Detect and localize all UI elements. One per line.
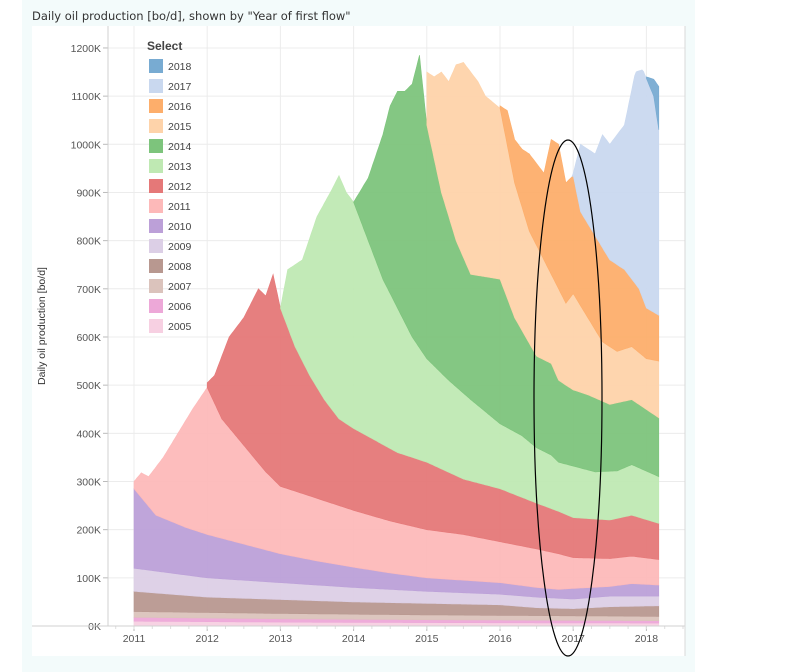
annotation-ellipse — [533, 139, 603, 657]
legend-label-2007[interactable]: 2007 — [168, 281, 192, 293]
y-tick-label: 100K — [76, 573, 101, 585]
y-tick-label: 500K — [76, 380, 101, 392]
x-tick-label: 2014 — [342, 633, 366, 645]
legend-swatch-2011[interactable] — [149, 199, 163, 213]
legend-swatch-2016[interactable] — [149, 99, 163, 113]
y-axis-label: Daily oil production [bo/d] — [36, 267, 48, 385]
area-series-2018[interactable] — [646, 76, 660, 130]
legend-swatch-2015[interactable] — [149, 119, 163, 133]
legend-swatch-2007[interactable] — [149, 279, 163, 293]
y-tick-label: 0K — [88, 621, 101, 633]
y-tick-label: 700K — [76, 284, 101, 296]
legend-label-2018[interactable]: 2018 — [168, 61, 192, 73]
legend-swatch-2008[interactable] — [149, 259, 163, 273]
legend-label-2008[interactable]: 2008 — [168, 261, 192, 273]
x-tick-label: 2018 — [635, 633, 659, 645]
legend-swatch-2013[interactable] — [149, 159, 163, 173]
legend: Select 2018 2017 2016 2015 2014 2013 2012 2011 2… — [147, 39, 192, 333]
x-tick-label: 2011 — [123, 633, 146, 645]
legend-label-2013[interactable]: 2013 — [168, 161, 192, 173]
legend-label-2014[interactable]: 2014 — [168, 141, 192, 153]
legend-label-2016[interactable]: 2016 — [168, 101, 192, 113]
x-tick-label: 2013 — [269, 633, 293, 645]
legend-swatch-2005[interactable] — [149, 319, 163, 333]
legend-swatch-2017[interactable] — [149, 79, 163, 93]
y-tick-label: 1200K — [71, 43, 101, 55]
y-tick-label: 600K — [76, 332, 101, 344]
legend-label-2017[interactable]: 2017 — [168, 81, 192, 93]
chart-title: Daily oil production [bo/d], shown by "Y… — [32, 9, 351, 23]
legend-swatch-2014[interactable] — [149, 139, 163, 153]
legend-swatch-2009[interactable] — [149, 239, 163, 253]
x-tick-label: 2015 — [415, 633, 439, 645]
y-tick-label: 200K — [76, 525, 101, 537]
y-tick-label: 1100K — [71, 91, 101, 103]
area-series-2017[interactable] — [571, 69, 660, 316]
legend-label-2005[interactable]: 2005 — [168, 321, 192, 333]
y-tick-label: 1000K — [71, 139, 101, 151]
area-layers — [133, 55, 660, 627]
legend-swatch-2012[interactable] — [149, 179, 163, 193]
legend-label-2011[interactable]: 2011 — [168, 201, 191, 213]
y-tick-label: 300K — [76, 476, 101, 488]
y-tick-label: 400K — [76, 428, 101, 440]
axes: 0K 100K 200K 300K 400K 500K 600K 700K 800K 900K 10… — [32, 26, 686, 656]
legend-label-2015[interactable]: 2015 — [168, 121, 192, 133]
x-tick-label: 2012 — [196, 633, 220, 645]
x-tick-label: 2016 — [488, 633, 512, 645]
legend-label-2006[interactable]: 2006 — [168, 301, 192, 313]
legend-title: Select — [147, 39, 182, 53]
legend-swatch-2010[interactable] — [149, 219, 163, 233]
legend-swatch-2018[interactable] — [149, 59, 163, 73]
y-tick-label: 900K — [76, 187, 101, 199]
area-series-2016[interactable] — [499, 105, 660, 362]
y-tick-label: 800K — [76, 236, 101, 248]
legend-label-2009[interactable]: 2009 — [168, 241, 192, 253]
legend-label-2012[interactable]: 2012 — [168, 181, 192, 193]
legend-swatch-2006[interactable] — [149, 299, 163, 313]
legend-label-2010[interactable]: 2010 — [168, 221, 192, 233]
